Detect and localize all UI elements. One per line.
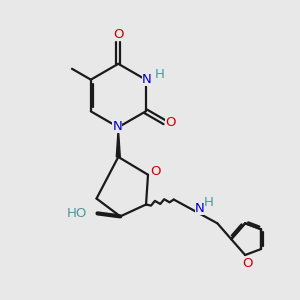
- Text: H: H: [203, 196, 213, 209]
- Text: N: N: [142, 73, 152, 86]
- Polygon shape: [116, 127, 120, 157]
- Text: H: H: [155, 68, 165, 81]
- Text: O: O: [242, 257, 252, 270]
- Text: O: O: [113, 28, 124, 40]
- Text: N: N: [195, 202, 204, 215]
- Text: HO: HO: [67, 207, 88, 220]
- Text: N: N: [112, 120, 122, 133]
- Text: O: O: [151, 165, 161, 178]
- Text: O: O: [165, 116, 176, 129]
